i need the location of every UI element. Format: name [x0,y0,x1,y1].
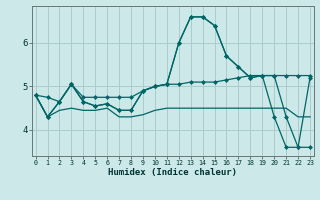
X-axis label: Humidex (Indice chaleur): Humidex (Indice chaleur) [108,168,237,177]
